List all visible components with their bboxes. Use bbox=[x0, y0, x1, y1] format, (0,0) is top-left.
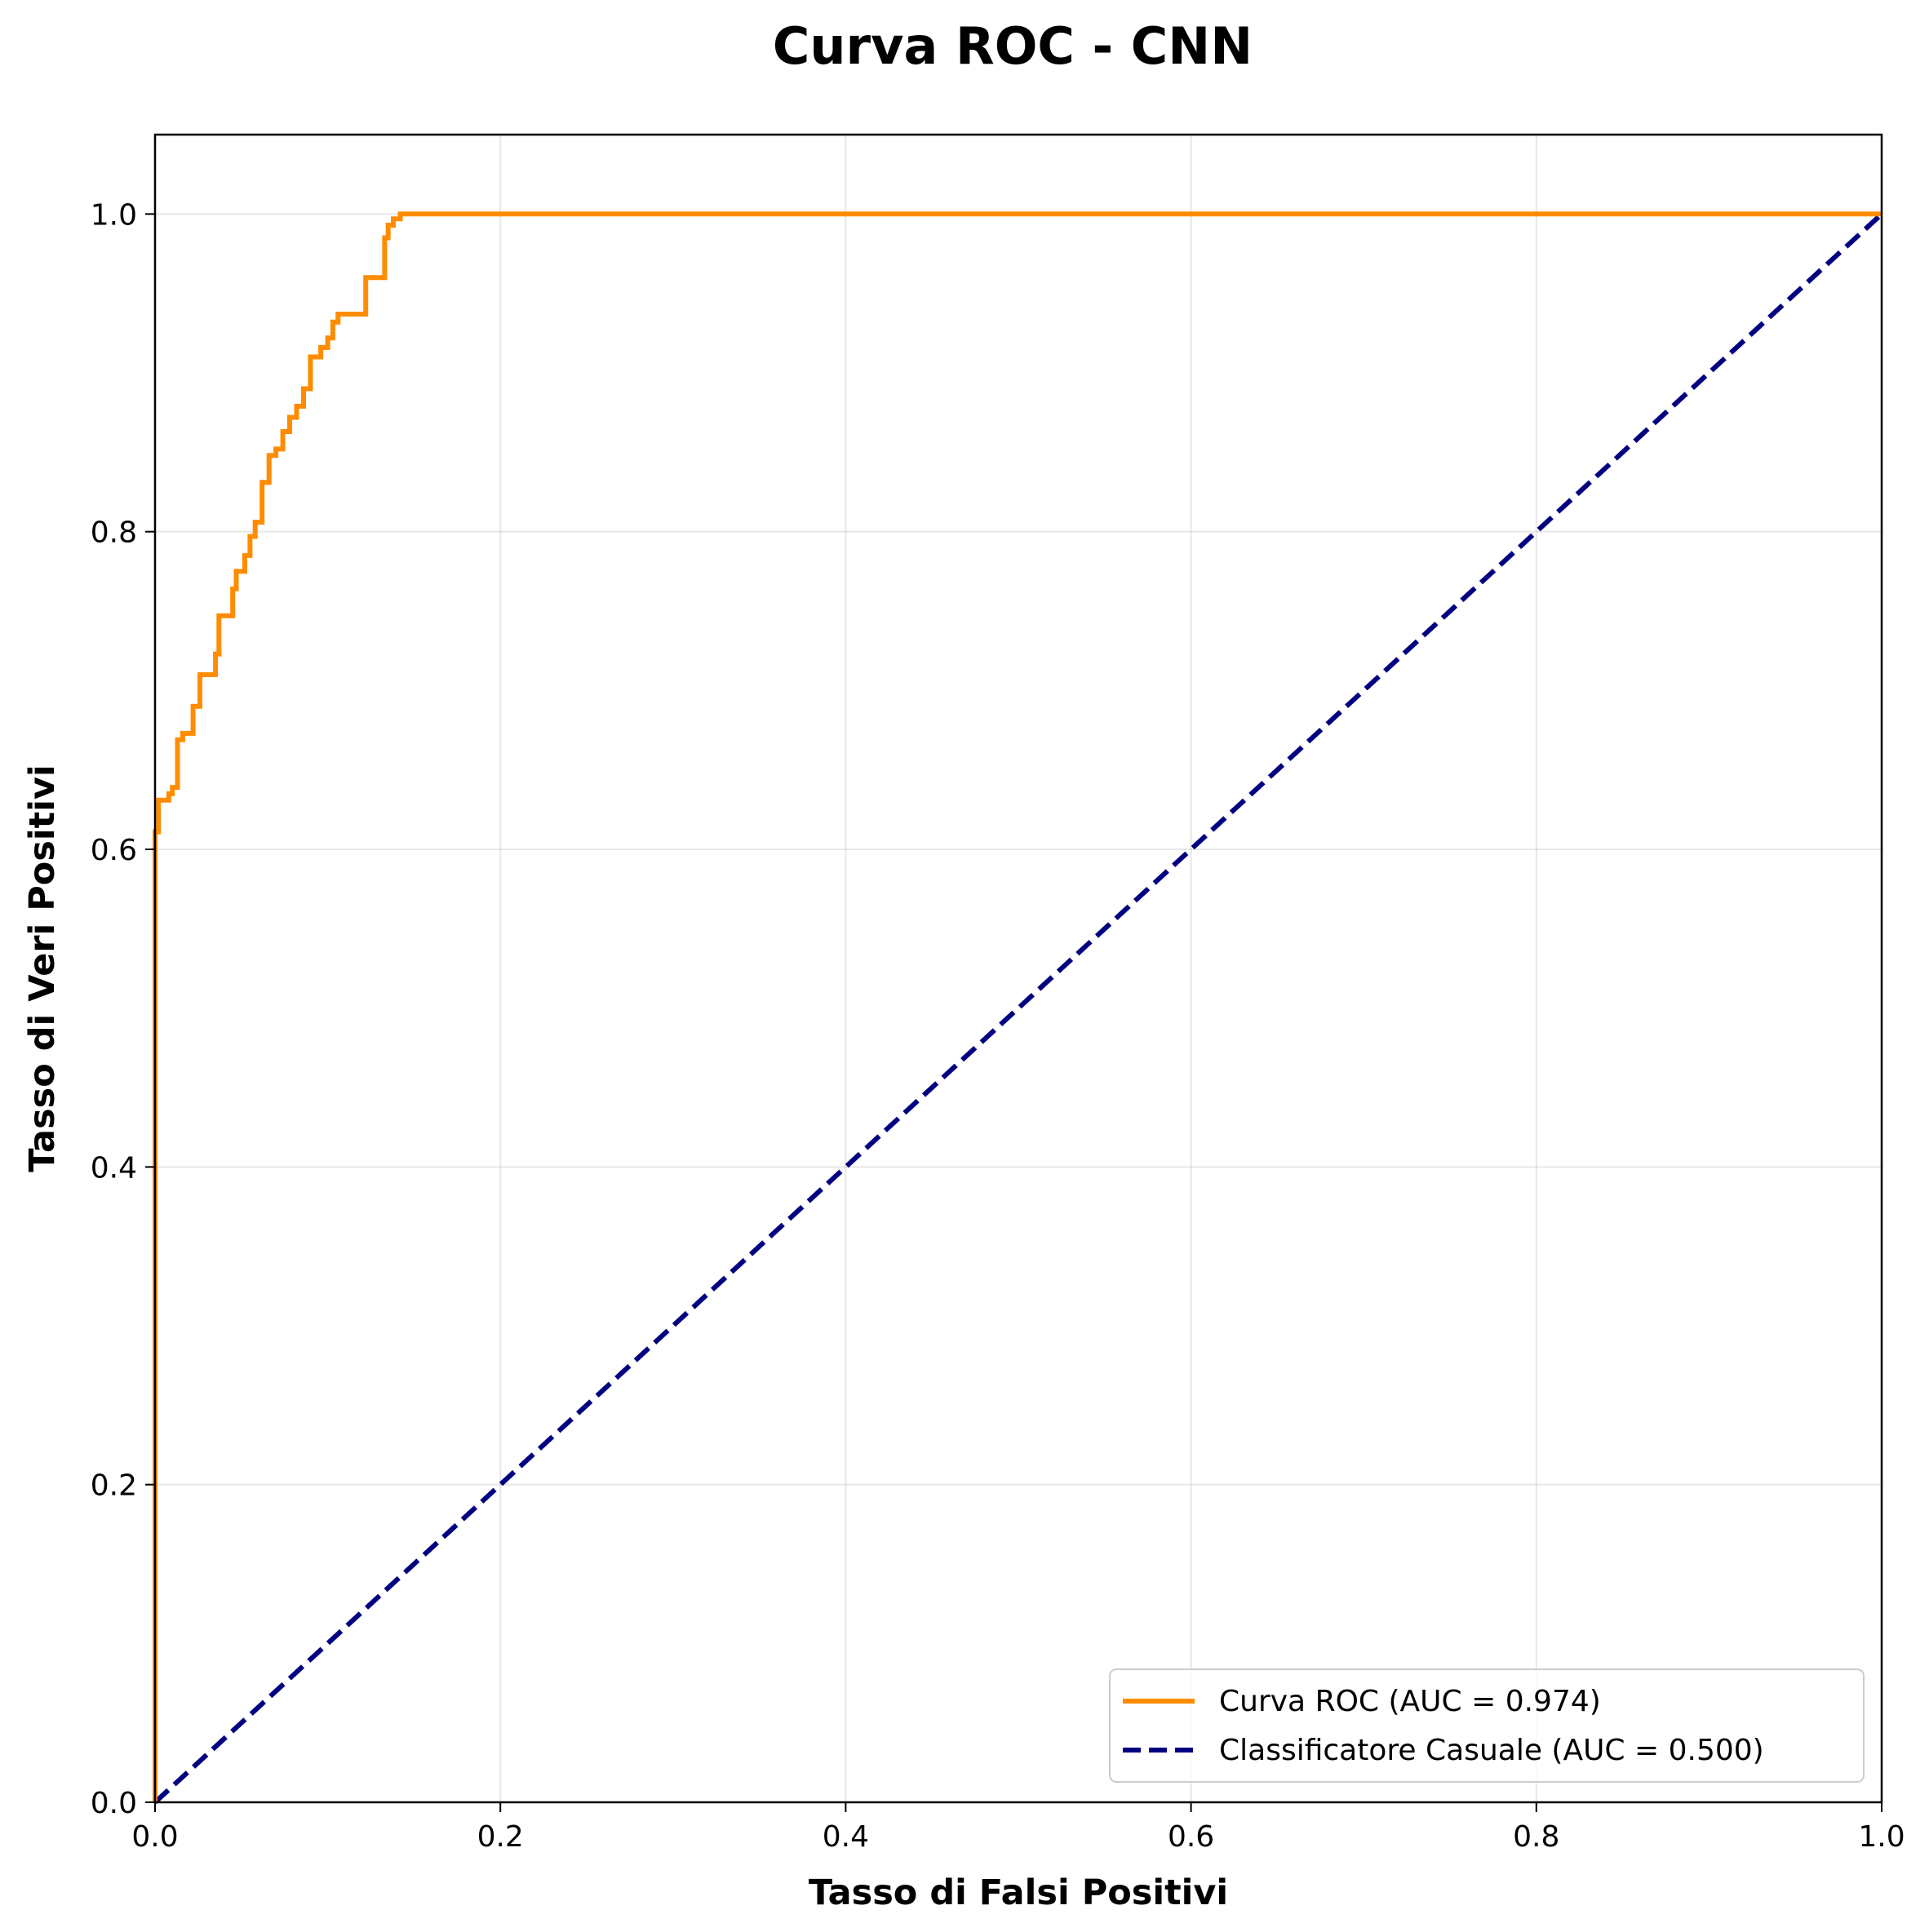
series-layer bbox=[153, 211, 1884, 1805]
legend-box bbox=[1109, 1668, 1865, 1783]
y-tick-label: 0.4 bbox=[91, 1151, 137, 1185]
x-tick-label: 0.0 bbox=[131, 1820, 178, 1854]
x-tick-label: 0.8 bbox=[1513, 1820, 1559, 1854]
legend-random-label: Classificatore Casuale (AUC = 0.500) bbox=[1219, 1734, 1764, 1767]
y-tick-label: 0.8 bbox=[91, 516, 137, 550]
y-tick-label: 0.2 bbox=[91, 1469, 137, 1503]
y-tick-label: 0.0 bbox=[91, 1787, 137, 1820]
y-tick-label: 0.6 bbox=[91, 834, 137, 867]
legend: Curva ROC (AUC = 0.974) Classificatore C… bbox=[1109, 1668, 1865, 1783]
chart-title: Curva ROC - CNN bbox=[773, 16, 1253, 76]
y-tick-label: 1.0 bbox=[91, 198, 137, 232]
plot-frame bbox=[153, 133, 1883, 1804]
roc-curve-line bbox=[153, 211, 1882, 1802]
x-axis-label: Tasso di Falsi Positivi bbox=[809, 1872, 1228, 1913]
legend-roc-label: Curva ROC (AUC = 0.974) bbox=[1219, 1685, 1601, 1718]
x-tick-label: 0.2 bbox=[477, 1820, 524, 1854]
y-axis-label: Tasso di Veri Positivi bbox=[22, 764, 63, 1172]
y-ticks: 0.0 0.2 0.4 0.6 0.8 1.0 bbox=[91, 198, 155, 1820]
x-tick-label: 0.4 bbox=[823, 1820, 869, 1854]
x-tick-label: 0.6 bbox=[1168, 1820, 1214, 1854]
x-ticks: 0.0 0.2 0.4 0.6 0.8 1.0 bbox=[131, 1802, 1905, 1854]
x-tick-label: 1.0 bbox=[1858, 1820, 1905, 1854]
